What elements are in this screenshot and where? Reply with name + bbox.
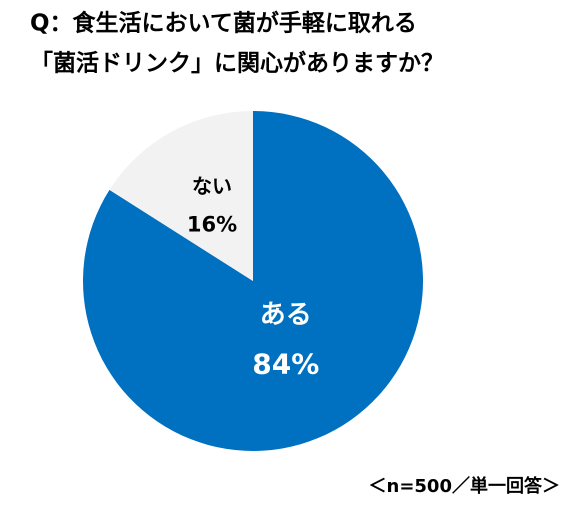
chart-title: Q：食生活において菌が手軽に取れる <box>30 10 417 37</box>
slice-label: ある <box>260 300 312 330</box>
pie-slice <box>109 111 253 281</box>
value-label: 16% <box>187 213 237 237</box>
slice-label: ない <box>192 174 232 198</box>
value-label: 84% <box>252 348 319 381</box>
sample-note: ＜n=500／単一回答＞ <box>369 475 560 497</box>
chart-title: 「菌活ドリンク」に関心がありますか？ <box>30 50 444 77</box>
